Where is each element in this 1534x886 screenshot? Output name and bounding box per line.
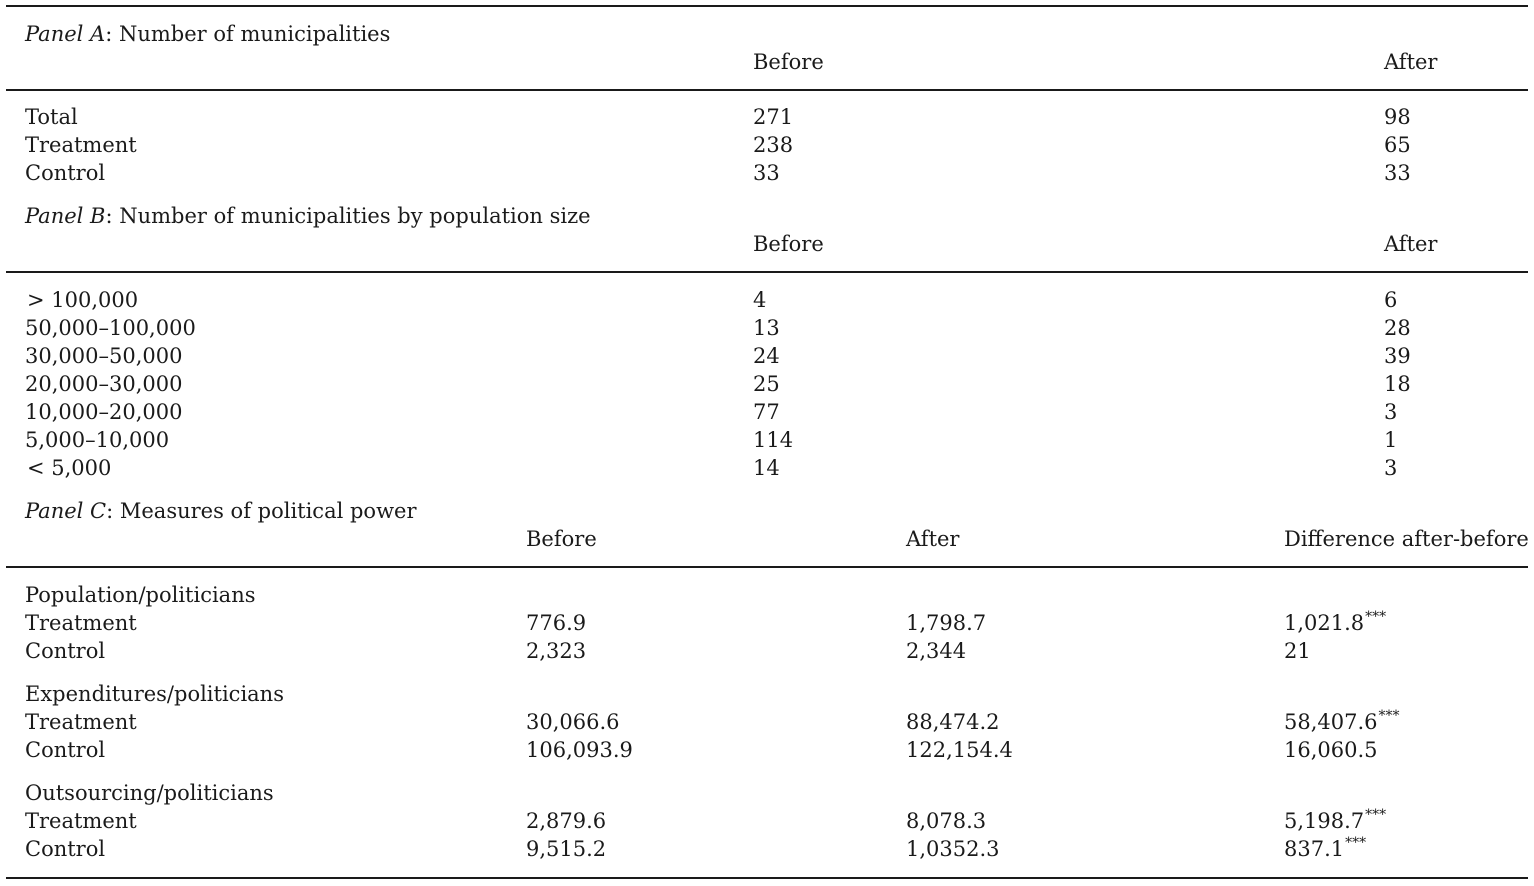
row-label: 10,000–20,000	[25, 400, 183, 424]
cell-before: 238	[753, 133, 794, 157]
cell-after: 98	[1384, 105, 1411, 129]
diff-value: 837.1	[1284, 837, 1345, 861]
row-label: < 5,000	[27, 456, 112, 480]
panel-b-label: Panel B	[25, 204, 106, 228]
diff-value: 16,060.5	[1284, 738, 1378, 762]
row-label: 30,000–50,000	[25, 344, 183, 368]
cell-after: 28	[1384, 316, 1411, 340]
panel-c-heading: Panel C: Measures of political power	[25, 501, 417, 522]
panel-b-heading: Panel B: Number of municipalities by pop…	[25, 206, 591, 227]
cell-after: 1,798.7	[906, 611, 987, 635]
diff-value: 58,407.6	[1284, 710, 1378, 734]
cell-diff: 16,060.5	[1284, 740, 1379, 761]
significance-stars: ***	[1365, 807, 1387, 823]
cell-after: 1,0352.3	[906, 837, 1000, 861]
panel-b-header-rule	[6, 271, 1528, 273]
cell-after: 122,154.4	[906, 738, 1013, 762]
panel-c-title: : Measures of political power	[106, 499, 417, 523]
row-label: Control	[25, 837, 106, 861]
cell-before: 106,093.9	[526, 738, 633, 762]
cell-after: 6	[1384, 288, 1398, 312]
cell-before: 776.9	[526, 611, 587, 635]
panel-a-header-rule	[6, 89, 1528, 91]
cell-before: 271	[753, 105, 794, 129]
row-label: 5,000–10,000	[25, 428, 170, 452]
row-label: Treatment	[25, 809, 137, 833]
row-label: Total	[25, 105, 78, 129]
panel-c-header-rule	[6, 566, 1528, 568]
significance-stars: ***	[1378, 708, 1400, 724]
cell-before: 13	[753, 316, 780, 340]
diff-value: 1,021.8	[1284, 611, 1365, 635]
table-top-rule	[6, 5, 1528, 7]
cell-diff: 21	[1284, 641, 1312, 662]
panel-a-col-before: Before	[753, 50, 824, 74]
row-label: Control	[25, 639, 106, 663]
row-label: Control	[25, 738, 106, 762]
diff-value: 21	[1284, 639, 1311, 663]
cell-diff: 1,021.8***	[1284, 610, 1386, 635]
panel-c-col-after: After	[906, 527, 960, 551]
cell-before: 30,066.6	[526, 710, 620, 734]
table-bottom-rule	[6, 877, 1528, 879]
diff-value: 5,198.7	[1284, 809, 1365, 833]
group-heading-expenditures: Expenditures/politicians	[25, 682, 284, 706]
cell-before: 25	[753, 372, 780, 396]
cell-diff: 58,407.6***	[1284, 709, 1400, 734]
panel-c-label: Panel C	[25, 499, 107, 523]
cell-after: 3	[1384, 400, 1398, 424]
panel-c-col-diff: Difference after-before	[1284, 527, 1529, 551]
significance-stars: ***	[1345, 835, 1367, 851]
cell-after: 39	[1384, 344, 1411, 368]
cell-after: 65	[1384, 133, 1411, 157]
row-label: Treatment	[25, 133, 137, 157]
panel-a-title: : Number of municipalities	[105, 22, 391, 46]
panel-a-col-after: After	[1384, 50, 1438, 74]
cell-after: 3	[1384, 456, 1398, 480]
cell-after: 1	[1384, 428, 1398, 452]
panel-b-title: : Number of municipalities by population…	[105, 204, 591, 228]
cell-after: 2,344	[906, 639, 967, 663]
cell-after: 33	[1384, 161, 1411, 185]
row-label: 20,000–30,000	[25, 372, 183, 396]
cell-after: 18	[1384, 372, 1411, 396]
group-heading-population: Population/politicians	[25, 583, 256, 607]
cell-after: 88,474.2	[906, 710, 1000, 734]
panel-c-col-before: Before	[526, 527, 597, 551]
cell-before: 114	[753, 428, 794, 452]
cell-before: 9,515.2	[526, 837, 607, 861]
panel-a-heading: Panel A: Number of municipalities	[25, 24, 390, 45]
cell-before: 77	[753, 400, 780, 424]
cell-after: 8,078.3	[906, 809, 987, 833]
cell-diff: 837.1***	[1284, 836, 1366, 861]
panel-b-col-before: Before	[753, 232, 824, 256]
row-label: 50,000–100,000	[25, 316, 196, 340]
significance-stars: ***	[1365, 609, 1387, 625]
cell-before: 14	[753, 456, 780, 480]
cell-before: 24	[753, 344, 780, 368]
panel-a-label: Panel A	[25, 22, 106, 46]
cell-before: 4	[753, 288, 767, 312]
cell-before: 33	[753, 161, 780, 185]
row-label: > 100,000	[27, 288, 139, 312]
group-heading-outsourcing: Outsourcing/politicians	[25, 781, 274, 805]
row-label: Treatment	[25, 710, 137, 734]
cell-before: 2,879.6	[526, 809, 607, 833]
cell-before: 2,323	[526, 639, 587, 663]
cell-diff: 5,198.7***	[1284, 808, 1386, 833]
panel-b-col-after: After	[1384, 232, 1438, 256]
row-label: Treatment	[25, 611, 137, 635]
row-label: Control	[25, 161, 106, 185]
